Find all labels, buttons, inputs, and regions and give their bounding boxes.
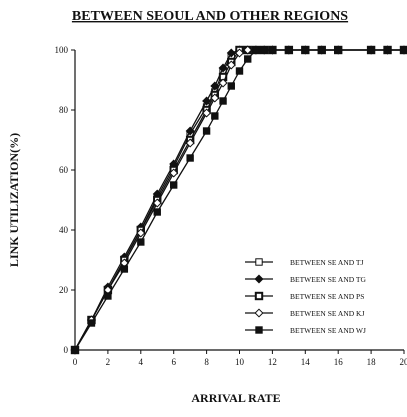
series-line [75, 50, 404, 350]
x-tick-label: 16 [334, 357, 344, 367]
data-point [302, 47, 308, 53]
legend-label: BETWEEN SE AND TG [290, 275, 366, 284]
x-tick-label: 2 [106, 357, 111, 367]
legend-label: BETWEEN SE AND PS [290, 292, 364, 301]
x-tick-label: 6 [171, 357, 176, 367]
data-point [319, 47, 325, 53]
series-line [75, 50, 404, 350]
data-point [228, 83, 234, 89]
data-point [220, 98, 226, 104]
y-tick-label: 0 [64, 345, 69, 355]
data-point [255, 275, 263, 283]
data-point [203, 128, 209, 134]
y-tick-label: 60 [59, 165, 69, 175]
data-point [256, 293, 262, 299]
y-tick-label: 20 [59, 285, 69, 295]
legend-label: BETWEEN SE AND WJ [290, 326, 366, 335]
data-point [401, 47, 407, 53]
data-point [256, 327, 262, 333]
data-point [187, 155, 193, 161]
data-point [286, 47, 292, 53]
data-point [138, 239, 144, 245]
x-tick-label: 12 [268, 357, 277, 367]
series-line [75, 50, 404, 350]
legend: BETWEEN SE AND TJ BETWEEN SE AND TG BETWEE… [245, 258, 366, 335]
data-point [261, 47, 267, 53]
data-point [335, 47, 341, 53]
x-tick-label: 14 [301, 357, 311, 367]
data-point [171, 182, 177, 188]
series-group [72, 47, 407, 353]
plot-area: 0 2 4 6 8 10 12 14 16 18 20 0 20 40 60 80 100 BETWEEN SE … [55, 45, 407, 367]
x-axis-title: ARRIVAL RATE [191, 391, 280, 405]
data-point [88, 320, 94, 326]
data-point [368, 47, 374, 53]
data-point [255, 309, 263, 317]
x-tick-label: 0 [73, 357, 78, 367]
series-group [72, 47, 407, 353]
x-tick-label: 20 [400, 357, 407, 367]
y-axis-title: LINK UTILIZATION(%) [7, 133, 21, 267]
data-point [121, 266, 127, 272]
legend-label: BETWEEN SE AND KJ [290, 309, 364, 318]
data-point [105, 293, 111, 299]
y-tick-label: 80 [59, 105, 69, 115]
series-line [75, 50, 404, 350]
series-group [71, 46, 407, 354]
data-point [269, 47, 275, 53]
data-point [236, 68, 242, 74]
series-line [75, 50, 404, 350]
data-point [72, 347, 78, 353]
x-tick-label: 8 [204, 357, 209, 367]
data-point [154, 209, 160, 215]
y-tick-label: 100 [55, 45, 69, 55]
series-group [71, 46, 407, 354]
x-tick-label: 10 [235, 357, 245, 367]
series-group [72, 47, 407, 353]
legend-label: BETWEEN SE AND TJ [290, 258, 363, 267]
data-point [245, 56, 251, 62]
x-tick-label: 4 [139, 357, 144, 367]
x-tick-label: 18 [367, 357, 377, 367]
data-point [253, 47, 259, 53]
data-point [384, 47, 390, 53]
y-tick-label: 40 [59, 225, 69, 235]
data-point [256, 259, 262, 265]
chart-title: BETWEEN SEOUL AND OTHER REGIONS [72, 9, 348, 24]
data-point [212, 113, 218, 119]
